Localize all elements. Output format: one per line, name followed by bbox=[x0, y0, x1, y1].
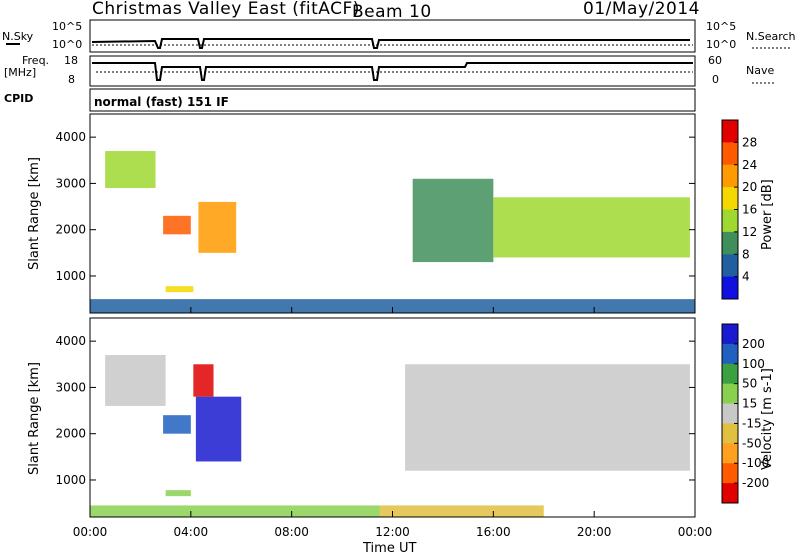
vel-colorbar-segment bbox=[722, 343, 738, 365]
nave-tick-bottom: 0 bbox=[712, 73, 719, 86]
power-ytick-label: 1000 bbox=[55, 269, 86, 283]
station-title: Christmas Valley East (fitACF) bbox=[92, 0, 360, 19]
time-tick-label: 04:00 bbox=[174, 525, 209, 539]
beam-label: Beam 10 bbox=[352, 2, 432, 22]
power-colorbar-segment bbox=[722, 120, 738, 143]
vel-colorbar-tick-label: -15 bbox=[742, 416, 762, 430]
vel-region bbox=[193, 364, 214, 397]
freq-tick-bottom: 8 bbox=[68, 73, 75, 86]
vel-colorbar-tick-label: 50 bbox=[742, 377, 757, 391]
power-colorbar-segment bbox=[722, 254, 738, 278]
power-heatmap bbox=[90, 151, 695, 313]
vel-colorbar-segment bbox=[722, 483, 738, 504]
vel-colorbar-tick-label: 15 bbox=[742, 397, 757, 411]
vel-region bbox=[165, 490, 191, 497]
vel-region bbox=[405, 364, 690, 471]
freq-unit-label: [MHz] bbox=[4, 66, 36, 79]
time-axis-label: Time UT bbox=[362, 541, 416, 554]
vel-colorbar-tick-label: -50 bbox=[742, 436, 762, 450]
velocity-heatmap bbox=[90, 355, 690, 517]
velocity-y-axis: 4000 3000 2000 1000 bbox=[55, 334, 695, 487]
time-axis: 00:00 04:00 08:00 12:00 16:00 20:00 00:00 bbox=[73, 307, 713, 539]
time-tick-label: 12:00 bbox=[375, 525, 410, 539]
time-tick-label: 00:00 bbox=[73, 525, 108, 539]
vel-region bbox=[90, 505, 380, 517]
power-colorbar-label: Power [dB] bbox=[760, 179, 775, 250]
vel-region bbox=[195, 396, 242, 462]
nave-label: Nave bbox=[746, 64, 774, 77]
power-region bbox=[493, 197, 690, 258]
vel-region bbox=[379, 505, 544, 517]
power-colorbar-segment bbox=[722, 164, 738, 188]
freq-label: Freq. bbox=[22, 54, 49, 67]
power-region bbox=[90, 299, 695, 313]
power-colorbar-segment bbox=[722, 209, 738, 233]
vel-colorbar-segment bbox=[722, 443, 738, 464]
vel-ytick-label: 1000 bbox=[55, 473, 86, 487]
cpid-label: CPID bbox=[4, 92, 33, 105]
vel-colorbar-frame bbox=[721, 323, 739, 504]
power-region bbox=[165, 286, 194, 293]
power-region bbox=[105, 151, 156, 189]
time-tick-label: 00:00 bbox=[678, 525, 713, 539]
vel-colorbar-segment bbox=[722, 403, 738, 424]
time-tick-label: 08:00 bbox=[274, 525, 309, 539]
nsky-tick-top: 10^5 bbox=[52, 20, 82, 33]
velocity-ylabel: Slant Range [km] bbox=[27, 362, 42, 475]
vel-colorbar-segment bbox=[722, 324, 738, 345]
vel-ytick-label: 3000 bbox=[55, 380, 86, 394]
power-colorbar-tick-label: 16 bbox=[742, 203, 757, 217]
power-colorbar-segment bbox=[722, 187, 738, 210]
date-label: 01/May/2014 bbox=[583, 0, 700, 19]
nave-tick-top: 60 bbox=[708, 54, 722, 67]
vel-region bbox=[105, 355, 166, 406]
power-region bbox=[412, 178, 494, 263]
power-y-axis: 4000 3000 2000 1000 bbox=[55, 130, 695, 283]
power-colorbar-segment bbox=[722, 276, 738, 300]
nsky-panel-frame bbox=[89, 19, 696, 53]
nsearch-tick-bottom: 10^0 bbox=[706, 38, 736, 51]
power-ytick-label: 2000 bbox=[55, 223, 86, 237]
vel-colorbar-segment bbox=[722, 463, 738, 484]
power-colorbar-segment bbox=[722, 231, 738, 255]
freq-panel-frame bbox=[89, 55, 696, 87]
nsky-trace bbox=[91, 38, 690, 49]
power-colorbar-tick-label: 20 bbox=[742, 180, 757, 194]
power-colorbar-segment bbox=[722, 142, 738, 166]
freq-trace bbox=[92, 62, 693, 81]
vel-colorbar-tick-label: 200 bbox=[742, 337, 765, 351]
vel-colorbar-tick-label: -200 bbox=[742, 476, 769, 490]
nsearch-label: N.Search bbox=[746, 30, 796, 43]
power-colorbar-tick-label: 28 bbox=[742, 135, 757, 149]
power-colorbar-tick-label: 4 bbox=[742, 270, 750, 284]
vel-ytick-label: 4000 bbox=[55, 334, 86, 348]
nsearch-tick-top: 10^5 bbox=[706, 20, 736, 33]
power-region bbox=[163, 215, 191, 235]
vel-colorbar-segment bbox=[722, 423, 738, 444]
freq-tick-top: 18 bbox=[64, 54, 78, 67]
velocity-colorbar: 200 100 50 15 -15 -50 -100 -200 bbox=[721, 323, 769, 504]
vel-ytick-label: 2000 bbox=[55, 427, 86, 441]
vel-colorbar-segment bbox=[722, 383, 738, 405]
cpid-panel-frame bbox=[89, 88, 696, 112]
time-tick-label: 20:00 bbox=[577, 525, 612, 539]
power-region bbox=[198, 201, 237, 253]
vel-colorbar-tick-label: -100 bbox=[742, 456, 769, 470]
vel-colorbar-segment bbox=[722, 363, 738, 385]
nsky-tick-bottom: 10^0 bbox=[52, 38, 82, 51]
power-colorbar-tick-label: 12 bbox=[742, 225, 757, 239]
vel-colorbar-tick-label: 100 bbox=[742, 357, 765, 371]
velocity-colorbar-label: Velocity [m s-1] bbox=[760, 368, 775, 470]
power-colorbar: 28 24 20 16 12 8 4 bbox=[721, 119, 757, 300]
power-colorbar-tick-label: 8 bbox=[742, 247, 750, 261]
nsky-label: N.Sky bbox=[2, 30, 34, 43]
vel-region bbox=[163, 415, 191, 434]
power-ytick-label: 4000 bbox=[55, 130, 86, 144]
time-tick-label: 16:00 bbox=[476, 525, 511, 539]
power-colorbar-tick-label: 24 bbox=[742, 158, 757, 172]
cpid-mode-label: normal (fast) 151 IF bbox=[94, 95, 229, 109]
power-ytick-label: 3000 bbox=[55, 176, 86, 190]
power-ylabel: Slant Range [km] bbox=[27, 157, 42, 270]
